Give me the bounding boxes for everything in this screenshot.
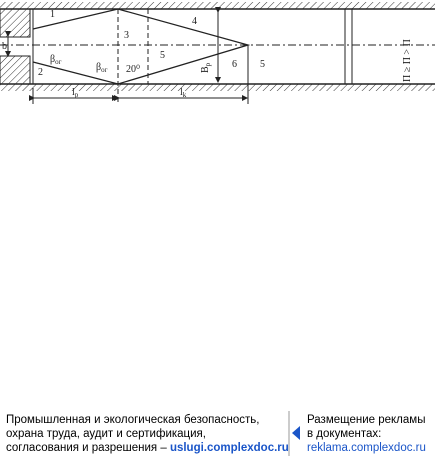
diagram: 1 2 3 4 5 6 5 b βог βог 20⁰ Bp lp lk П ≥… (0, 2, 435, 104)
footer-text: в документах: (307, 428, 381, 440)
footer-text: согласования и разрешения – uslugi.compl… (6, 442, 289, 454)
footer: Промышленная и экологическая безопасност… (6, 411, 426, 456)
arrow-icon (292, 426, 300, 440)
label: 1 (50, 9, 55, 20)
label: lp (72, 87, 79, 99)
label: βог (96, 62, 108, 74)
label: b (2, 41, 7, 52)
label: П ≥ П > П (402, 39, 413, 82)
link[interactable]: reklama.complexdoc.ru (307, 442, 426, 454)
label: 5 (260, 59, 265, 70)
label: 6 (232, 59, 237, 70)
footer-text: Размещение рекламы (307, 414, 425, 426)
footer-text: Промышленная и экологическая безопасност… (6, 414, 259, 426)
label: 5 (160, 50, 165, 61)
label: 2 (38, 67, 43, 78)
label: 3 (124, 30, 129, 41)
label: lk (180, 87, 187, 99)
label: βог (50, 54, 62, 66)
link[interactable]: uslugi.complexdoc.ru (170, 442, 289, 454)
label: 20⁰ (126, 64, 140, 75)
footer-text: охрана труда, аудит и сертификация, (6, 428, 206, 440)
label: 4 (192, 16, 197, 27)
label: Bp (200, 62, 212, 73)
